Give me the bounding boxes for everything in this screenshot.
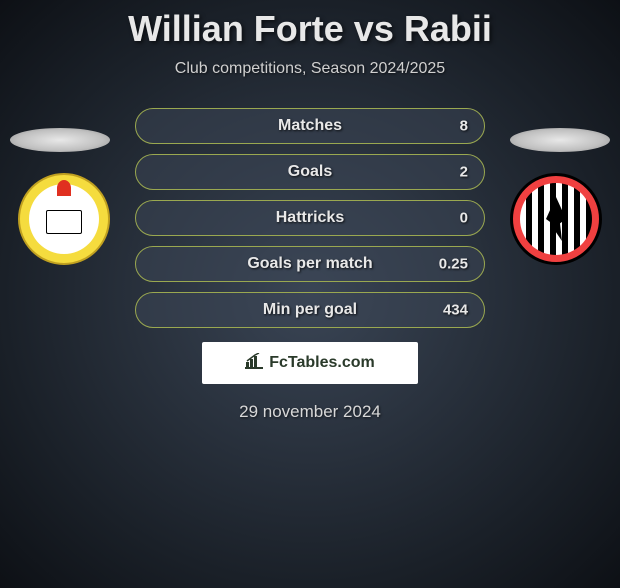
comparison-panel: Matches 8 Goals 2 Hattricks 0 Goals per … — [0, 108, 620, 422]
stat-value-right: 2 — [460, 164, 468, 181]
stat-label: Goals per match — [247, 255, 372, 273]
stat-value-right: 0 — [460, 210, 468, 227]
stat-value-right: 8 — [460, 118, 468, 135]
club-badge-left — [18, 173, 110, 265]
brand-box: FcTables.com — [202, 342, 418, 384]
club-badge-left-inner — [29, 184, 99, 254]
book-icon — [46, 210, 82, 234]
player-silhouette-icon — [546, 197, 566, 241]
stat-row-min-per-goal: Min per goal 434 — [135, 292, 485, 328]
stat-row-goals-per-match: Goals per match 0.25 — [135, 246, 485, 282]
brand-label: FcTables.com — [269, 354, 375, 372]
subtitle: Club competitions, Season 2024/2025 — [0, 60, 620, 78]
club-badge-right — [510, 173, 602, 265]
player-left-ellipse — [10, 128, 110, 152]
stat-bars: Matches 8 Goals 2 Hattricks 0 Goals per … — [135, 108, 485, 328]
stat-label: Min per goal — [263, 301, 357, 319]
stat-row-matches: Matches 8 — [135, 108, 485, 144]
stat-row-hattricks: Hattricks 0 — [135, 200, 485, 236]
club-badge-right-stripes — [520, 183, 592, 255]
chart-icon — [245, 353, 263, 374]
stat-label: Matches — [278, 117, 342, 135]
flame-icon — [57, 180, 71, 196]
stat-value-right: 0.25 — [439, 256, 468, 273]
date-label: 29 november 2024 — [0, 402, 620, 422]
player-right-ellipse — [510, 128, 610, 152]
stat-label: Hattricks — [276, 209, 344, 227]
stat-label: Goals — [288, 163, 332, 181]
stat-row-goals: Goals 2 — [135, 154, 485, 190]
stat-value-right: 434 — [443, 302, 468, 319]
page-title: Willian Forte vs Rabii — [0, 8, 620, 50]
